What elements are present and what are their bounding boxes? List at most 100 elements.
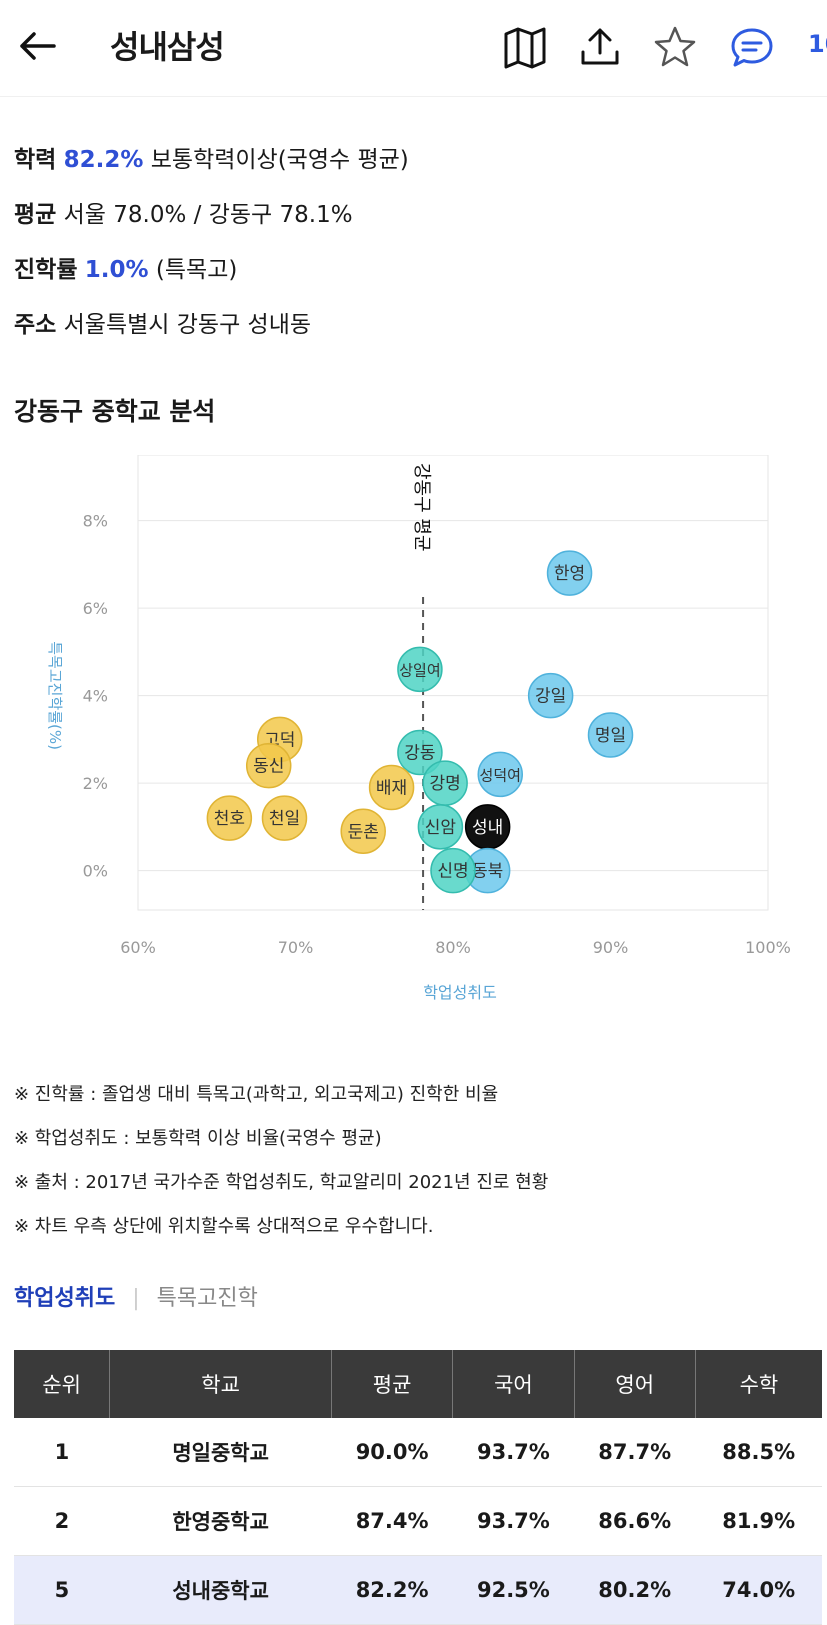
x-tick-label: 60% bbox=[120, 938, 156, 957]
y-tick-label: 6% bbox=[83, 599, 108, 618]
table-row[interactable]: 2 한영중학교 87.4% 93.7% 86.6% 81.9% bbox=[14, 1486, 822, 1556]
data-point-label: 배재 bbox=[376, 779, 407, 799]
data-point-label: 천호 bbox=[214, 809, 245, 829]
data-point-label: 명일 bbox=[595, 726, 626, 746]
academic-value: 82.2% bbox=[63, 147, 144, 173]
info-average: 평균 서울 78.0% / 강동구 78.1% bbox=[14, 195, 353, 229]
average-text: 서울 78.0% / 강동구 78.1% bbox=[63, 202, 353, 228]
y-axis-label: 특목고진학률(%) bbox=[46, 641, 64, 750]
data-point-label: 동신 bbox=[253, 757, 284, 777]
data-point-label: 동북 bbox=[472, 862, 503, 882]
korean-cell: 93.7% bbox=[452, 1486, 575, 1556]
data-point-label: 강명 bbox=[429, 774, 460, 794]
info-advance: 진학률 1.0% (특목고) bbox=[14, 250, 237, 284]
rank-cell: 2 bbox=[14, 1486, 110, 1556]
address-text: 서울특별시 강동구 성내동 bbox=[63, 312, 312, 338]
section-title: 강동구 중학교 분석 bbox=[14, 397, 216, 426]
data-point bbox=[417, 804, 464, 850]
data-point bbox=[261, 795, 308, 841]
header-school: 학교 bbox=[109, 1350, 332, 1418]
header-english: 영어 bbox=[574, 1350, 696, 1418]
english-cell: 86.6% bbox=[574, 1486, 696, 1556]
app-header: 성내삼성 10 bbox=[0, 0, 827, 97]
academic-desc: 보통학력이상(국영수 평균) bbox=[150, 147, 409, 173]
comment-icon[interactable] bbox=[727, 22, 777, 72]
note-2: ※ 학업성취도 : 보통학력 이상 비율(국영수 평균) bbox=[14, 1128, 382, 1149]
info-academic: 학력 82.2% 보통학력이상(국영수 평균) bbox=[14, 140, 409, 174]
tab-divider: | bbox=[132, 1286, 140, 1311]
data-point bbox=[477, 751, 523, 798]
data-point bbox=[340, 808, 386, 854]
x-tick-label: 100% bbox=[745, 938, 791, 957]
data-point-label: 둔촌 bbox=[348, 822, 379, 842]
math-cell: 81.9% bbox=[695, 1486, 822, 1556]
data-point bbox=[397, 729, 443, 776]
address-label: 주소 bbox=[14, 312, 57, 338]
header-average: 평균 bbox=[331, 1350, 454, 1418]
academic-label: 학력 bbox=[14, 147, 57, 173]
note-4: ※ 차트 우측 상단에 위치할수록 상대적으로 우수합니다. bbox=[14, 1216, 434, 1237]
rank-cell: 1 bbox=[14, 1418, 110, 1487]
x-tick-label: 80% bbox=[435, 938, 471, 957]
note-3: ※ 출처 : 2017년 국가수준 학업성취도, 학교알리미 2021년 진로 … bbox=[14, 1172, 549, 1193]
korean-cell: 92.5% bbox=[452, 1555, 575, 1625]
school-cell: 명일중학교 bbox=[109, 1418, 332, 1487]
data-point bbox=[245, 742, 292, 789]
table-row[interactable]: 1 명일중학교 90.0% 93.7% 87.7% 88.5% bbox=[14, 1418, 822, 1487]
data-point-label: 강동 bbox=[404, 744, 435, 764]
header-rank: 순위 bbox=[14, 1350, 111, 1418]
y-tick-label: 4% bbox=[83, 687, 108, 706]
x-tick-label: 90% bbox=[593, 938, 629, 957]
average-cell: 82.2% bbox=[331, 1555, 453, 1625]
plot-frame bbox=[137, 455, 769, 911]
average-cell: 90.0% bbox=[331, 1418, 453, 1487]
y-tick-label: 2% bbox=[83, 774, 108, 793]
math-cell: 74.0% bbox=[695, 1555, 822, 1625]
data-point bbox=[206, 795, 253, 841]
table-header-row: 순위 학교 평균 국어 영어 수학 bbox=[14, 1350, 822, 1418]
ranking-table: 순위 학교 평균 국어 영어 수학 1 명일중학교 90.0% 93.7% 87… bbox=[14, 1350, 822, 1625]
x-tick-label: 70% bbox=[278, 938, 314, 957]
korean-cell: 93.7% bbox=[452, 1418, 575, 1487]
data-point-label: 상일여 bbox=[399, 661, 440, 679]
reference-line-label: 강동구 평균 bbox=[411, 463, 432, 552]
data-point bbox=[397, 646, 443, 693]
school-cell: 한영중학교 bbox=[109, 1486, 332, 1556]
data-point-label: 성내 bbox=[472, 818, 503, 838]
rank-cell: 5 bbox=[14, 1555, 110, 1625]
data-point-label: 강일 bbox=[535, 687, 566, 707]
data-point bbox=[546, 550, 593, 596]
x-axis-label: 학업성취도 bbox=[423, 983, 497, 1002]
tab-special-school[interactable]: 특목고진학 bbox=[156, 1286, 258, 1311]
data-point-label: 성덕여 bbox=[480, 766, 521, 784]
note-1: ※ 진학률 : 졸업생 대비 특목고(과학고, 외고국제고) 진학한 비율 bbox=[14, 1084, 499, 1105]
math-cell: 88.5% bbox=[695, 1418, 822, 1487]
advance-value: 1.0% bbox=[84, 257, 149, 283]
data-point-label: 한영 bbox=[554, 564, 585, 584]
average-cell: 87.4% bbox=[331, 1486, 453, 1556]
ranking-tabs: 학업성취도 | 특목고진학 bbox=[14, 1280, 258, 1312]
share-upload-icon[interactable] bbox=[575, 22, 625, 72]
table-row-current-school[interactable]: 5 성내중학교 82.2% 92.5% 80.2% 74.0% bbox=[14, 1555, 822, 1625]
english-cell: 80.2% bbox=[574, 1555, 696, 1625]
data-point bbox=[430, 847, 476, 894]
tab-academic[interactable]: 학업성취도 bbox=[14, 1286, 116, 1311]
advance-label: 진학률 bbox=[14, 257, 78, 283]
data-point bbox=[587, 712, 634, 758]
school-cell: 성내중학교 bbox=[109, 1555, 332, 1625]
comment-count[interactable]: 10 bbox=[808, 30, 827, 58]
english-cell: 87.7% bbox=[574, 1418, 696, 1487]
data-point-label: 천일 bbox=[269, 809, 300, 829]
data-point bbox=[527, 672, 574, 719]
scatter-chart: 0% 2% 4% 6% 8% 60% 70% 80% 90% 100% 학업성취도 특목고진학률(%)… bbox=[46, 455, 791, 1002]
advance-desc: (특목고) bbox=[155, 257, 238, 283]
average-label: 평균 bbox=[14, 202, 57, 228]
y-tick-label: 0% bbox=[83, 862, 108, 881]
back-arrow-icon[interactable] bbox=[14, 24, 62, 68]
star-favorite-icon[interactable] bbox=[650, 22, 700, 72]
data-point-label: 신명 bbox=[437, 862, 468, 882]
map-icon[interactable] bbox=[500, 22, 550, 72]
page-title: 성내삼성 bbox=[110, 28, 225, 66]
header-math: 수학 bbox=[695, 1350, 822, 1418]
y-tick-label: 8% bbox=[83, 512, 108, 531]
